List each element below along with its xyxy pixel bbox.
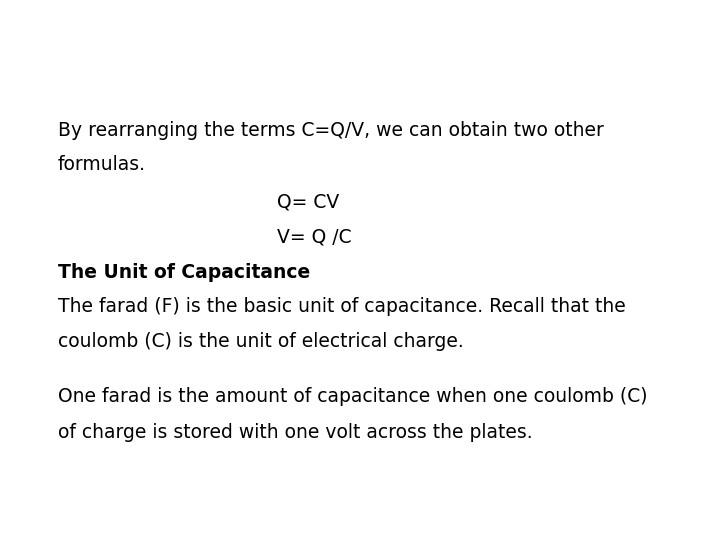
Text: The farad (F) is the basic unit of capacitance. Recall that the: The farad (F) is the basic unit of capac… <box>58 297 626 316</box>
Text: of charge is stored with one volt across the plates.: of charge is stored with one volt across… <box>58 422 532 442</box>
Text: V= Q /C: V= Q /C <box>277 227 352 246</box>
Text: formulas.: formulas. <box>58 155 145 174</box>
Text: coulomb (C) is the unit of electrical charge.: coulomb (C) is the unit of electrical ch… <box>58 332 464 351</box>
Text: Q= CV: Q= CV <box>277 193 339 212</box>
Text: By rearranging the terms C=Q/V, we can obtain two other: By rearranging the terms C=Q/V, we can o… <box>58 121 603 140</box>
Text: The Unit of Capacitance: The Unit of Capacitance <box>58 262 310 282</box>
Text: One farad is the amount of capacitance when one coulomb (C): One farad is the amount of capacitance w… <box>58 387 647 407</box>
